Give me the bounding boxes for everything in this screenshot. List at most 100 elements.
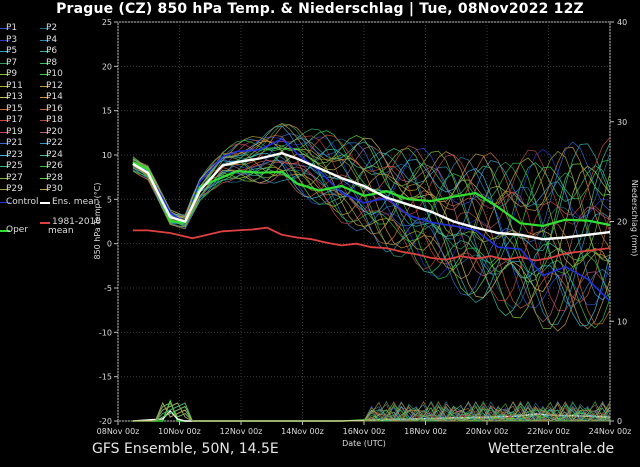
y-tick-label: -20	[99, 417, 112, 426]
series-line-oper	[132, 161, 611, 227]
x-tick-label: 20Nov 00z	[466, 427, 509, 436]
legend-swatch	[40, 28, 50, 29]
legend-label: P26	[46, 161, 63, 171]
y-tick-label: 5	[107, 195, 112, 204]
x-axis-ticks: 08Nov 00z 10Nov 00z 12Nov 00z 14Nov 00z 16No…	[97, 421, 632, 436]
legend-label: P16	[46, 103, 63, 114]
ensemble-line-p8	[132, 147, 611, 329]
legend-swatch	[0, 120, 10, 121]
legend-swatch	[40, 177, 50, 179]
legend-swatch	[0, 62, 10, 64]
legend-label: P17	[6, 115, 23, 125]
legend-swatch	[40, 222, 50, 224]
legend-label: P8	[46, 57, 58, 68]
legend-swatch	[40, 62, 50, 64]
series-line-control	[132, 138, 611, 302]
legend-label: P10	[46, 69, 63, 79]
x-tick-label: 14Nov 00z	[281, 427, 324, 436]
y-tick-label: 25	[102, 18, 112, 27]
y-tick-label: 0	[107, 240, 112, 249]
legend-swatch	[0, 28, 10, 29]
legend-label: P28	[46, 172, 63, 183]
legend-swatch	[40, 85, 50, 87]
legend-label: P19	[6, 126, 23, 137]
legend-label: P18	[46, 115, 63, 125]
legend-label: Control	[6, 197, 39, 207]
ensemble-line-p16	[132, 145, 611, 309]
x-tick-label: 18Nov 00z	[404, 427, 447, 436]
footer-model-info: GFS Ensemble, 50N, 14.5E	[92, 441, 279, 457]
legend-label: P4	[46, 34, 58, 45]
legend-swatch	[40, 120, 50, 121]
y-tick-label: 10	[102, 151, 112, 160]
x-tick-label: 12Nov 00z	[220, 427, 263, 436]
y-tick-label: -10	[99, 328, 112, 337]
legend-swatch	[40, 189, 50, 190]
legend-label: P24	[46, 149, 63, 160]
legend-swatch	[40, 143, 50, 144]
legend-label: Oper	[6, 225, 29, 235]
y2-axis-ticks: 0 10 20 30 40	[610, 18, 627, 426]
y2-tick-label: 30	[617, 118, 627, 127]
legend-label: P3	[6, 34, 18, 45]
y2-axis-label: Niederschlag (mm)	[630, 180, 639, 257]
legend-swatch	[0, 97, 10, 98]
legend-label: P15	[6, 103, 23, 114]
precip-line	[132, 399, 611, 422]
legend-label: P27	[6, 172, 23, 183]
legend-swatch	[0, 189, 10, 190]
legend-label: P21	[6, 138, 23, 148]
legend-label: P23	[6, 149, 23, 160]
ensemble-line-p27	[132, 150, 611, 330]
series-lines	[132, 138, 611, 302]
legend-swatch	[0, 230, 10, 232]
legend-label: P5	[6, 46, 18, 56]
legend-swatch	[0, 108, 10, 110]
x-tick-label: 10Nov 00z	[158, 427, 201, 436]
legend-swatch	[0, 202, 10, 203]
legend-label: P20	[46, 126, 63, 137]
legend-swatch	[40, 131, 50, 133]
legend-label: P22	[46, 138, 63, 148]
legend-swatch	[0, 166, 10, 167]
legend-swatch	[0, 51, 10, 52]
precipitation-traces	[132, 399, 611, 422]
legend-label: P30	[46, 184, 63, 194]
ensemble-line-p7	[132, 123, 611, 293]
legend-swatch	[40, 39, 50, 41]
y2-tick-label: 10	[617, 317, 627, 326]
legend-label: P9	[6, 69, 18, 79]
y-tick-label: 15	[102, 107, 112, 116]
legend-swatch	[40, 166, 50, 167]
footer-source: Wetterzentrale.de	[488, 441, 615, 457]
y2-tick-label: 0	[617, 417, 622, 426]
legend-swatch	[0, 85, 10, 87]
legend-swatch	[40, 108, 50, 110]
legend-swatch	[40, 154, 50, 156]
legend-label: P1	[6, 23, 18, 33]
legend-label: P25	[6, 161, 23, 171]
y-tick-label: 20	[102, 62, 112, 71]
series-line-1981-2010-mean	[132, 226, 611, 262]
legend-swatch	[0, 143, 10, 144]
legend-swatch	[40, 202, 50, 204]
legend-label: 1981-2010	[52, 217, 102, 227]
legend-label: P29	[6, 184, 23, 194]
y2-tick-label: 40	[617, 18, 627, 27]
series-line-ens-mean	[132, 152, 611, 241]
x-tick-label: 08Nov 00z	[97, 427, 140, 436]
x-tick-label: 22Nov 00z	[527, 427, 570, 436]
chart-title: Prague (CZ) 850 hPa Temp. & Niederschlag…	[56, 1, 584, 17]
precip-member-p30	[132, 400, 611, 422]
x-tick-label: 24Nov 00z	[589, 427, 632, 436]
legend-label: P14	[46, 92, 63, 102]
legend-label: P13	[6, 92, 23, 102]
ensemble-line-p2	[132, 138, 611, 310]
legend-label: mean	[48, 226, 74, 236]
y-axis-label: 850 hPa Temp. (°C)	[93, 182, 102, 259]
y-tick-label: -15	[99, 373, 112, 382]
legend-swatch	[40, 51, 50, 52]
legend-swatch	[0, 39, 10, 41]
legend-swatch	[0, 74, 10, 75]
